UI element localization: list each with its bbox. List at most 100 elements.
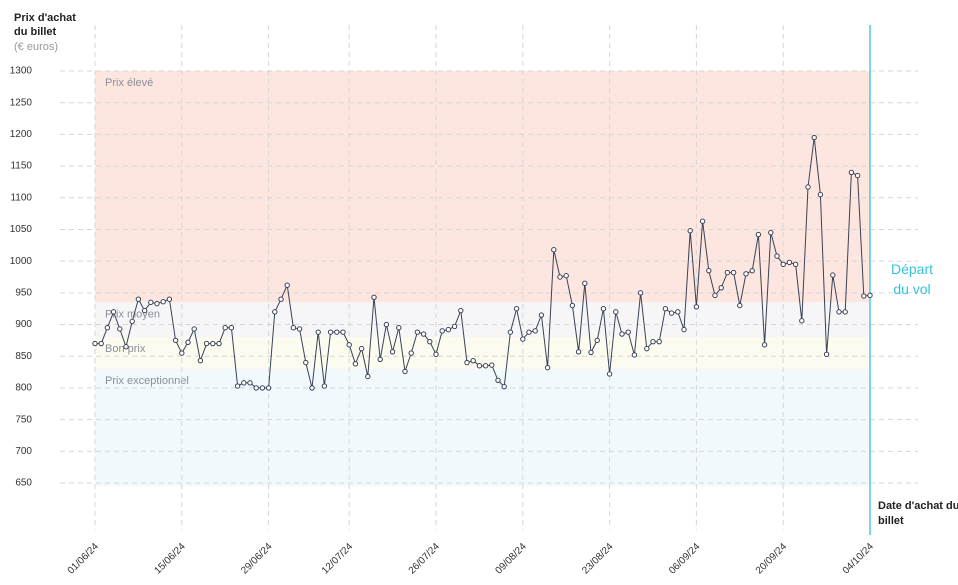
price-point [799, 318, 805, 324]
y-title: Prix d'achat du billet [14, 12, 76, 38]
price-point [613, 309, 619, 315]
price-point [743, 271, 749, 277]
x-tick-label: 20/09/24 [754, 541, 790, 577]
price-point [687, 228, 693, 234]
price-point [166, 296, 173, 302]
price-point [358, 345, 365, 352]
price-point [247, 380, 253, 386]
price-point [365, 373, 371, 380]
price-point [222, 325, 228, 331]
price-point [836, 309, 842, 315]
price-point [172, 337, 179, 344]
price-point [414, 329, 421, 335]
price-point [749, 267, 755, 274]
y-tick-label: 850 [15, 351, 32, 362]
price-point [179, 350, 185, 356]
price-point [619, 331, 625, 337]
price-point [464, 359, 470, 366]
y-tick-label: 1100 [10, 192, 32, 203]
price-point [315, 329, 321, 335]
price-point [228, 325, 235, 331]
x-tick-label: 01/06/24 [66, 541, 102, 577]
price-point [805, 184, 811, 190]
price-point [352, 361, 359, 367]
price-point [427, 338, 433, 345]
price-point [110, 309, 117, 315]
x-tick-label: 15/06/24 [152, 541, 188, 577]
price-point [117, 326, 123, 332]
price-point [532, 328, 538, 334]
price-point [606, 371, 613, 377]
x-tick-label: 04/10/24 [841, 541, 877, 577]
price-point [334, 329, 340, 335]
price-point [284, 282, 290, 288]
price-point [755, 231, 762, 238]
price-point [575, 349, 582, 355]
price-point [513, 305, 520, 312]
x-tick-label: 06/09/24 [667, 541, 703, 577]
price-point [377, 356, 383, 363]
price-point [774, 253, 780, 259]
price-point [160, 299, 166, 305]
price-point [451, 323, 458, 330]
price-point [724, 269, 731, 276]
price-point [501, 383, 507, 390]
x-tick-label: 29/06/24 [239, 541, 275, 577]
price-point [104, 325, 111, 331]
price-line [95, 137, 871, 389]
price-point [786, 259, 793, 266]
price-point [557, 274, 563, 280]
price-point [216, 340, 222, 347]
price-point [210, 340, 216, 347]
price-point [154, 300, 160, 307]
price-point [185, 339, 191, 345]
x-tick-label: 23/08/24 [580, 541, 616, 577]
price-point [737, 302, 743, 309]
price-point [346, 342, 352, 348]
y-tick-label: 950 [15, 287, 32, 298]
price-point [842, 309, 848, 315]
price-point [867, 292, 873, 299]
price-point [823, 351, 830, 358]
price-point [98, 340, 104, 347]
price-point [482, 363, 489, 369]
y-tick-label: 800 [15, 383, 32, 394]
y-tick-label: 1000 [10, 256, 33, 267]
price-point [265, 385, 272, 391]
price-point [569, 302, 576, 309]
price-band [95, 368, 870, 487]
x-tick-label: 12/07/24 [320, 541, 356, 577]
price-point [259, 385, 266, 391]
price-point [241, 380, 247, 386]
price-point [321, 383, 328, 389]
price-point [668, 310, 675, 316]
price-point [625, 329, 631, 335]
price-point [631, 352, 638, 358]
y-tick-label: 1200 [10, 129, 33, 140]
y-tick-label: 750 [15, 414, 32, 425]
price-point [141, 307, 148, 314]
price-point [718, 285, 724, 291]
price-point [197, 357, 204, 364]
price-point [526, 329, 532, 335]
price-point [458, 307, 464, 314]
price-point [489, 362, 495, 368]
price-point [730, 269, 737, 276]
price-point [693, 304, 700, 310]
price-point [594, 337, 600, 344]
price-point [402, 368, 408, 375]
annotation: Départ du vol [891, 261, 933, 297]
y-tick-label: 1150 [10, 161, 32, 172]
price-point [681, 326, 687, 333]
price-point [650, 338, 656, 345]
price-point [303, 359, 309, 366]
price-point [420, 331, 427, 337]
price-point [203, 340, 210, 347]
price-point [340, 329, 346, 335]
band-label: Prix élevé [105, 77, 153, 89]
y-tick-label: 900 [15, 319, 32, 330]
price-point [272, 309, 278, 315]
y-unit: (€ euros) [14, 41, 58, 53]
price-point [92, 340, 98, 347]
